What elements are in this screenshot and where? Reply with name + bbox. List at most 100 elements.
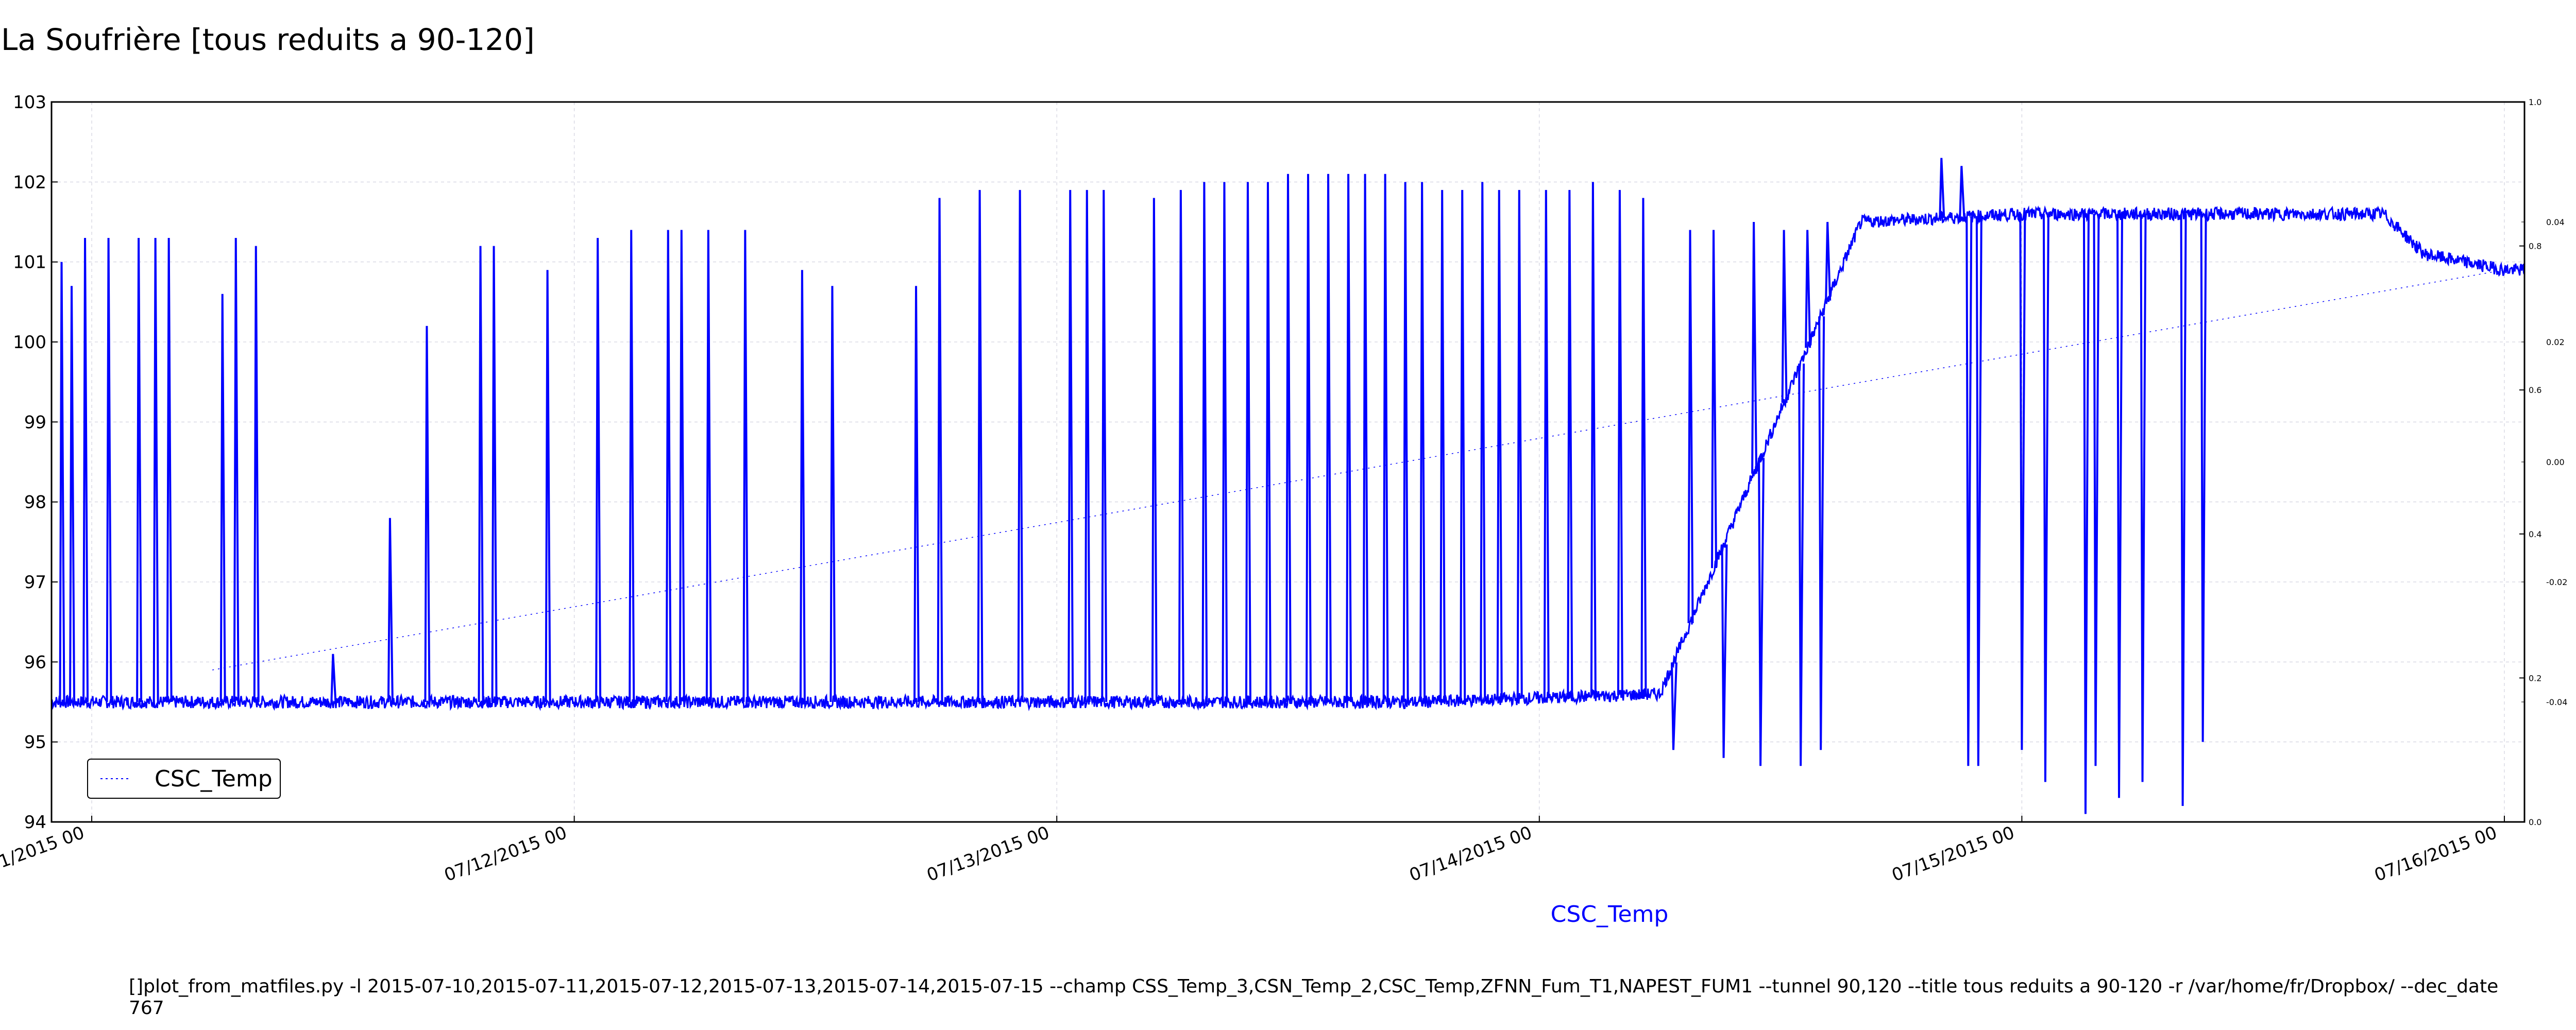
series-spike	[705, 230, 712, 702]
series-spike	[1362, 174, 1369, 702]
tick-label-y: 98	[24, 492, 46, 513]
tick-label-y: 99	[24, 412, 46, 433]
series-spike	[742, 230, 749, 702]
right-axis-ticks: 0.0 0.2 0.4 0.6 0.8 1.0 -0.04 -0.02 0.00 0.02 0.04	[2519, 97, 2567, 827]
series-spike	[1959, 166, 1965, 217]
series-spike	[1805, 230, 1811, 348]
series-dip	[2019, 214, 2026, 750]
series-dip	[1975, 216, 1982, 766]
legend-entry-csc-temp: CSC_Temp	[155, 766, 273, 792]
series-spike	[424, 325, 431, 702]
series-spike	[1067, 190, 1074, 702]
command-footnote: []plot_from_matfiles.py -l 2015-07-10,20…	[129, 976, 2499, 1019]
tick-label-right-outer: 0.2	[2529, 673, 2541, 683]
series-spike	[330, 654, 337, 702]
series-spike	[1825, 221, 1832, 301]
series-csc-temp	[50, 158, 2526, 814]
tick-label-x: 07/15/2015 00	[1889, 822, 2018, 886]
series-spike	[937, 198, 943, 702]
tick-label-right-outer: 0.0	[2529, 817, 2541, 827]
series-spike	[152, 238, 159, 702]
series-spike	[59, 262, 65, 702]
series-spike	[1017, 190, 1024, 702]
series-spike	[1084, 190, 1091, 702]
series-spike	[679, 230, 685, 702]
series-spike	[387, 518, 394, 702]
series-spike	[1178, 190, 1184, 702]
series-spike	[913, 286, 920, 702]
series-spike	[1245, 182, 1251, 702]
legend: CSC_Temp	[87, 759, 281, 799]
series-spike	[166, 238, 173, 702]
x-axis-label: CSC_Temp	[1551, 901, 1669, 928]
tick-label-x: 07/13/2015 00	[924, 822, 1053, 886]
tick-label-right-inner: -0.04	[2546, 697, 2567, 707]
series-dip	[1965, 216, 1973, 766]
series-dip	[2200, 214, 2207, 742]
series-spike	[829, 286, 836, 702]
tick-label-right-outer: 1.0	[2529, 97, 2541, 107]
tick-label-x: 07/12/2015 00	[442, 822, 570, 886]
series-spike	[1265, 182, 1272, 702]
series-spike	[665, 230, 672, 702]
series-spike	[478, 246, 484, 702]
series-dip	[2093, 214, 2100, 766]
series-spike	[1751, 221, 1758, 474]
series-spike	[1496, 190, 1503, 699]
chart-title: La Soufrière [tous reduits a 90-120]	[1, 22, 535, 57]
series-spike	[1439, 190, 1446, 701]
series-spike	[233, 238, 240, 702]
legend-box	[87, 759, 281, 799]
series-spike	[1939, 158, 1945, 218]
series-spike	[219, 294, 226, 702]
series-dip	[1798, 363, 1805, 766]
series-dip	[1818, 316, 1825, 750]
series-dip	[1670, 662, 1677, 750]
series-spike	[136, 238, 143, 702]
tick-label-right-inner: -0.02	[2546, 577, 2567, 587]
series-spike	[595, 238, 602, 702]
tick-label-right-inner: 0.04	[2546, 217, 2565, 227]
series-spike	[1460, 190, 1466, 701]
series-spike	[69, 286, 76, 702]
series-spike	[1480, 182, 1486, 700]
series-dip	[1758, 458, 1765, 766]
series-spike	[1640, 198, 1647, 695]
tick-label-y: 100	[13, 332, 46, 353]
tick-label-y: 101	[13, 252, 46, 273]
series-spike	[253, 246, 260, 702]
series-spike	[1617, 190, 1623, 696]
series-spike	[1222, 182, 1228, 702]
tick-label-y: 95	[24, 732, 46, 753]
series-spike	[1285, 174, 1292, 702]
series-spike	[1151, 198, 1158, 702]
series-spike	[106, 238, 112, 702]
tick-label-right-outer: 0.6	[2529, 385, 2541, 395]
series-spike	[799, 270, 806, 702]
tick-label-right-inner: 0.00	[2546, 457, 2565, 467]
series-spike	[977, 190, 984, 702]
series-spike	[1101, 190, 1108, 702]
series-spike	[82, 238, 89, 702]
tick-label-y: 102	[13, 172, 46, 193]
series-spike	[1516, 190, 1523, 699]
tick-label-y: 94	[24, 812, 46, 833]
series-dip	[2082, 214, 2090, 814]
tick-label-x: 07/16/2015 00	[2371, 822, 2500, 886]
series-baseline-line	[50, 205, 2526, 712]
tick-label-x: 07/14/2015 00	[1406, 822, 1535, 886]
series-spike	[1201, 182, 1208, 702]
series-spike	[1306, 174, 1312, 702]
tick-label-y: 97	[24, 572, 46, 593]
tick-label-y: 103	[13, 92, 46, 113]
tick-label-right-outer: 0.4	[2529, 529, 2541, 539]
series-connector	[212, 269, 2505, 671]
series-spike	[1402, 182, 1409, 702]
series-spike	[1326, 174, 1332, 702]
series-spike	[1567, 190, 1573, 697]
series-dip	[1721, 544, 1728, 758]
series-dip	[2042, 214, 2049, 782]
series-spike	[1346, 174, 1352, 702]
